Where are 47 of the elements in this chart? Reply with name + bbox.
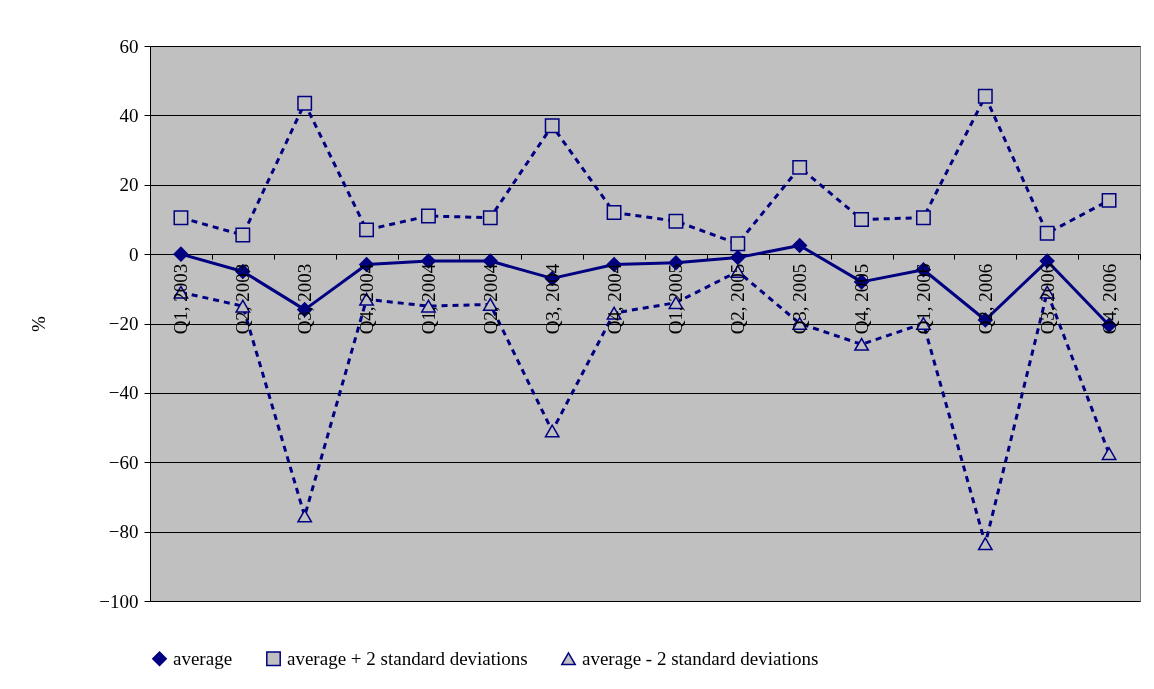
y-tick-label: −80 xyxy=(108,521,139,543)
y-tick-label: −40 xyxy=(108,382,139,404)
point xyxy=(854,211,870,227)
point xyxy=(606,205,622,220)
y-tick-label: 20 xyxy=(119,174,139,196)
point xyxy=(173,246,189,262)
x-tick-label: Q3, 2005 xyxy=(789,263,811,335)
point xyxy=(730,236,746,252)
point xyxy=(359,222,375,238)
y-tick-label: 60 xyxy=(119,35,139,57)
x-tick-label: Q1, 2006 xyxy=(912,263,934,335)
x-tick-label: Q4, 2005 xyxy=(851,263,873,335)
point xyxy=(1039,225,1055,241)
legend-label: average - 2 standard deviations xyxy=(582,647,819,669)
point xyxy=(297,509,313,523)
x-tick-label: Q4, 2004 xyxy=(603,263,625,335)
x-tick-label: Q3, 2003 xyxy=(294,263,316,335)
point xyxy=(668,213,684,229)
point xyxy=(235,227,251,243)
y-tick-label: 40 xyxy=(119,104,139,126)
point xyxy=(1101,192,1117,208)
point xyxy=(1101,447,1117,461)
y-tick-label: 0 xyxy=(129,243,139,265)
x-tick-label: Q2, 2003 xyxy=(232,263,254,335)
point xyxy=(482,210,498,226)
y-tick-label: −100 xyxy=(99,590,139,612)
point xyxy=(173,210,189,226)
point xyxy=(792,159,808,175)
point xyxy=(792,238,808,253)
point xyxy=(915,210,931,226)
x-tick-label: Q4, 2004 xyxy=(356,263,378,335)
point xyxy=(977,88,993,104)
legend-label: average + 2 standard deviations xyxy=(287,647,528,669)
x-tick-label: Q4, 2006 xyxy=(1098,263,1120,335)
point xyxy=(544,118,560,134)
x-tick-label: Q3, 2004 xyxy=(541,263,563,335)
point xyxy=(977,537,993,551)
point xyxy=(854,337,870,351)
x-tick-label: Q2, 2004 xyxy=(479,263,501,335)
x-tick-label: Q3, 2006 xyxy=(1036,263,1058,335)
point xyxy=(420,208,436,224)
y-tick-label: −20 xyxy=(108,313,139,334)
point xyxy=(297,95,313,111)
legend-label: average xyxy=(173,647,233,669)
y-axis-title: % xyxy=(28,315,50,332)
point xyxy=(544,424,560,438)
y-tick-label: −60 xyxy=(108,451,139,473)
